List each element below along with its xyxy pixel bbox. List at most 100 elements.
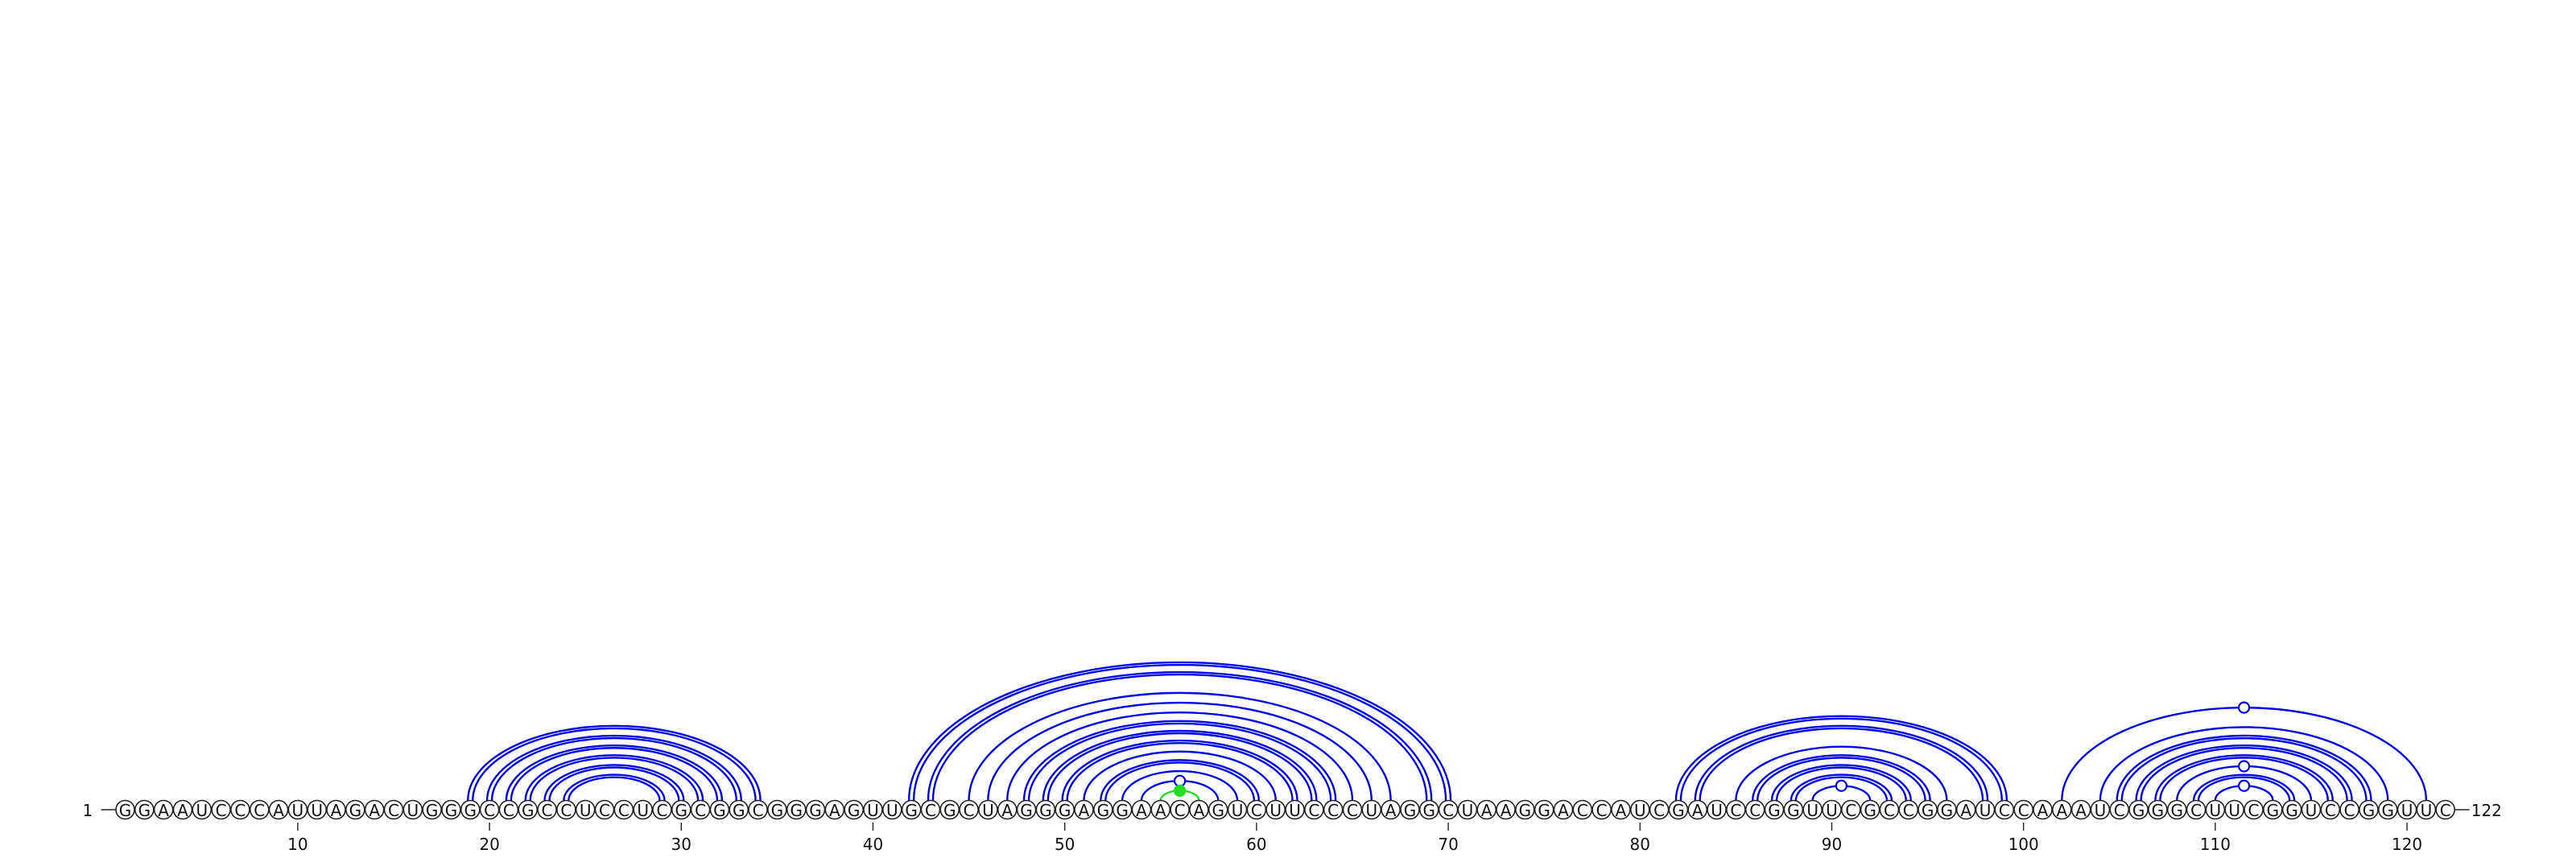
nucleotide: G xyxy=(939,799,960,820)
nucleotide-circle xyxy=(1591,799,1612,820)
base-pair-arc xyxy=(1770,764,1912,801)
nucleotide: U xyxy=(1361,799,1382,820)
nucleotide: G xyxy=(1093,799,1113,820)
nucleotide: G xyxy=(1112,799,1133,820)
nucleotide-letter: A xyxy=(1558,801,1569,820)
base-pair-arc xyxy=(2116,734,2372,801)
nucleotide-circle xyxy=(134,799,155,820)
nucleotide-letter: U xyxy=(1979,801,1992,820)
nucleotide-circle xyxy=(192,799,213,820)
nucleotide-circle xyxy=(1611,799,1631,820)
nucleotide-letter: C xyxy=(1327,801,1339,820)
nucleotide: C xyxy=(1342,799,1363,820)
nucleotide: G xyxy=(767,799,787,820)
nucleotide: C xyxy=(1323,799,1344,820)
nucleotide-letter: G xyxy=(1212,801,1224,820)
nucleotide: G xyxy=(1783,799,1804,820)
nucleotide-circle xyxy=(1707,799,1727,820)
nucleotide: U xyxy=(402,799,423,820)
nucleotide-letter: G xyxy=(1768,801,1781,820)
nucleotide-letter: U xyxy=(2210,801,2222,820)
nucleotide: C xyxy=(211,799,231,820)
nucleotide-circle xyxy=(748,799,768,820)
nucleotide-circle xyxy=(901,799,922,820)
nucleotide: C xyxy=(1438,799,1459,820)
nucleotide: G xyxy=(1208,799,1228,820)
nucleotide-letter: G xyxy=(809,801,822,820)
nucleotide: A xyxy=(1687,799,1708,820)
nucleotide-circle xyxy=(287,799,308,820)
nucleotide-letter: C xyxy=(618,801,630,820)
nucleotide-letter: U xyxy=(1232,801,1244,820)
nucleotide: C xyxy=(959,799,979,820)
nucleotide: G xyxy=(2281,799,2302,820)
nucleotide-letter: G xyxy=(426,801,439,820)
nucleotide-circle xyxy=(1553,799,1574,820)
nucleotide: A xyxy=(364,799,385,820)
nucleotide-circle xyxy=(1150,799,1171,820)
nucleotide: G xyxy=(1400,799,1420,820)
nucleotide-letter: A xyxy=(829,801,840,820)
nucleotide-letter: A xyxy=(158,801,169,820)
base-pair-arc xyxy=(2135,744,2353,801)
nucleotide-circle xyxy=(594,799,615,820)
nucleotide-letter: G xyxy=(2382,801,2395,820)
base-pair-arc xyxy=(968,691,1392,801)
nucleotide-letter: C xyxy=(2440,801,2451,820)
nucleotide: A xyxy=(2033,799,2053,820)
nucleotide: G xyxy=(786,799,807,820)
nucleotide-circle xyxy=(1131,799,1152,820)
nucleotide-letter: U xyxy=(196,801,208,820)
nucleotide-circle xyxy=(1975,799,1996,820)
nucleotide: G xyxy=(1515,799,1535,820)
nucleotide-letter: C xyxy=(2248,801,2260,820)
nucleotide: G xyxy=(729,799,749,820)
nucleotide-letter: U xyxy=(407,801,419,820)
nucleotide-circle xyxy=(1879,799,1900,820)
arc-marker xyxy=(1173,784,1187,797)
sequence-start-label: 1 xyxy=(83,801,93,820)
nucleotide: U xyxy=(1265,799,1286,820)
nucleotide-circle xyxy=(709,799,730,820)
nucleotide: C xyxy=(748,799,768,820)
nucleotide-circle xyxy=(1265,799,1286,820)
nucleotide-circle xyxy=(652,799,672,820)
nucleotide-circle xyxy=(1016,799,1037,820)
nucleotide-circle xyxy=(863,799,883,820)
nucleotide-circle xyxy=(1496,799,1516,820)
nucleotide: G xyxy=(1035,799,1056,820)
base-pair-arc xyxy=(912,663,1447,801)
nucleotide: G xyxy=(345,799,365,820)
nucleotide-letter: A xyxy=(1616,801,1627,820)
nucleotide: A xyxy=(2052,799,2072,820)
tick-label: 100 xyxy=(2008,835,2039,854)
base-pair-arc xyxy=(485,734,742,801)
nucleotide-circle xyxy=(1323,799,1344,820)
base-pair-arc xyxy=(524,754,704,801)
nucleotide-letter: C xyxy=(2325,801,2336,820)
nucleotide-circle xyxy=(824,799,845,820)
nucleotide: C xyxy=(1898,799,1919,820)
nucleotide-letter: A xyxy=(331,801,342,820)
nucleotide: A xyxy=(172,799,193,820)
nucleotide-circle xyxy=(1629,799,1650,820)
nucleotide-letter: C xyxy=(2344,801,2355,820)
nucleotide-letter: G xyxy=(2267,801,2280,820)
base-pair-arc xyxy=(467,724,762,801)
nucleotide-circle xyxy=(805,799,826,820)
nucleotide-circle xyxy=(1342,799,1363,820)
nucleotide-letter: G xyxy=(848,801,861,820)
nucleotide-circle xyxy=(1783,799,1804,820)
nucleotide: G xyxy=(134,799,155,820)
base-pair-arc xyxy=(529,757,700,801)
nucleotide: U xyxy=(1975,799,1996,820)
nucleotide-circle xyxy=(1227,799,1248,820)
nucleotide-circle xyxy=(2377,799,2398,820)
nucleotide-letter: C xyxy=(1653,801,1665,820)
nucleotide-letter: A xyxy=(2056,801,2067,820)
nucleotide-circle xyxy=(2013,799,2033,820)
nucleotide-letter: G xyxy=(1404,801,1417,820)
base-pair-arc xyxy=(568,776,661,801)
nucleotide-circle xyxy=(690,799,711,820)
